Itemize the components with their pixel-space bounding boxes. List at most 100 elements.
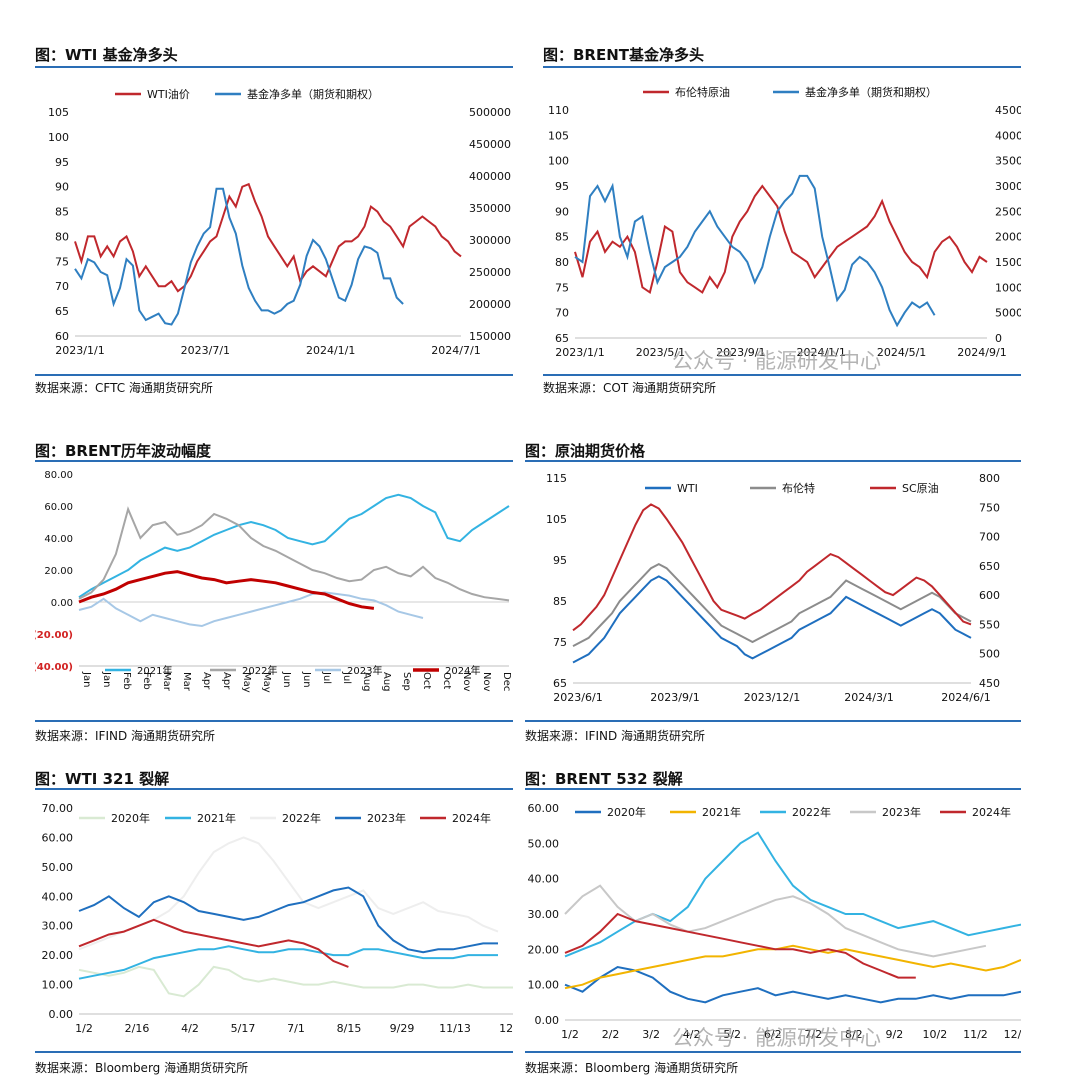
chart-canvas: 70.0060.0050.0040.0030.0020.0010.000.001… bbox=[42, 802, 513, 1035]
x-tick-label: Jan bbox=[101, 671, 112, 687]
source-divider bbox=[35, 1051, 513, 1053]
y-tick-label-left: 50.00 bbox=[528, 837, 560, 850]
chart-title: 图：原油期货价格 bbox=[525, 442, 646, 460]
x-tick-label: Jul bbox=[321, 671, 332, 684]
data-source: 数据来源：COT 海通期货研究所 bbox=[543, 381, 716, 395]
data-source: 数据来源：IFIND 海通期货研究所 bbox=[525, 729, 706, 743]
y-tick-label-left: 85 bbox=[555, 231, 569, 244]
chart-title: 图：WTI 321 裂解 bbox=[35, 770, 170, 788]
y-tick-label-left: 85 bbox=[553, 595, 567, 608]
legend-label: 2023年 bbox=[882, 805, 921, 819]
x-tick-label: Jul bbox=[341, 671, 352, 684]
chart-title: 图：BRENT 532 裂解 bbox=[525, 770, 683, 788]
legend-label: 2023年 bbox=[347, 664, 382, 677]
x-tick-label: Oct bbox=[441, 672, 452, 689]
y-tick-label-right: 300000 bbox=[469, 234, 511, 247]
x-tick-label: 7/2 bbox=[804, 1028, 822, 1041]
y-tick-label-left: 95 bbox=[555, 180, 569, 193]
watermark-bottom: 公众号 · 能源研发中心 bbox=[672, 1026, 882, 1050]
series-line-4 bbox=[564, 912, 916, 979]
x-tick-label: Nov bbox=[461, 672, 472, 692]
y-tick-label-right: 400000 bbox=[469, 170, 511, 183]
x-tick-label: Jun bbox=[301, 671, 312, 688]
y-tick-label-left: 115 bbox=[546, 472, 567, 485]
x-tick-label: 2024/1/1 bbox=[306, 344, 355, 357]
legend-label: 布伦特原油 bbox=[675, 85, 730, 99]
y-tick-label-left: 95 bbox=[55, 156, 69, 169]
legend-label: WTI bbox=[677, 482, 698, 495]
y-tick-label-left: 75 bbox=[553, 636, 567, 649]
y-tick-label-left: 80 bbox=[55, 230, 69, 243]
legend-label: 基金净多单（期货和期权） bbox=[805, 85, 937, 99]
series-line-2 bbox=[78, 591, 424, 628]
y-tick-label-left: 100 bbox=[48, 131, 69, 144]
y-tick-label-right: 400000 bbox=[995, 129, 1021, 142]
y-tick-label-right: 200000 bbox=[995, 231, 1021, 244]
y-tick-label-left: 75 bbox=[55, 255, 69, 268]
y-tick-label-left: 85 bbox=[55, 206, 69, 219]
legend-label: 2022年 bbox=[242, 664, 277, 677]
y-tick-label-left: 90 bbox=[555, 205, 569, 218]
x-tick-label: 2023/6/1 bbox=[553, 691, 602, 704]
chart-title: 图：BRENT基金净多头 bbox=[543, 46, 705, 64]
y-tick-label-left: 105 bbox=[546, 513, 567, 526]
series-line-3 bbox=[78, 570, 375, 610]
series-line-0 bbox=[574, 184, 988, 295]
legend-label: 2024年 bbox=[452, 811, 491, 825]
x-tick-label: 6/2 bbox=[764, 1028, 782, 1041]
x-tick-label: Nov bbox=[481, 672, 492, 692]
title-underline bbox=[525, 788, 1021, 790]
legend-label: 2021年 bbox=[197, 811, 236, 825]
y-tick-label-left: 75 bbox=[555, 281, 569, 294]
series-line-1 bbox=[78, 506, 510, 602]
chart-canvas: 105 100 95 90 85 80 75 70 65 60 500000 450000 400000… bbox=[48, 87, 511, 357]
y-tick-label-right: 450000 bbox=[469, 138, 511, 151]
series-line-3 bbox=[78, 886, 498, 954]
legend-label: SC原油 bbox=[902, 481, 939, 495]
y-tick-label-left: 0.00 bbox=[49, 1008, 74, 1021]
y-tick-label-right: 500 bbox=[979, 648, 1000, 661]
chart-canvas: 60.00 50.00 40.00 30.00 20.00 10.00 0.001/2 2/2… bbox=[528, 802, 1021, 1041]
data-source: 数据来源：CFTC 海通期货研究所 bbox=[35, 381, 213, 395]
y-tick-label-left: 70 bbox=[55, 280, 69, 293]
legend-label: WTI油价 bbox=[147, 87, 190, 101]
y-tick-label-left: 80.00 bbox=[44, 470, 73, 481]
y-tick-label-left: 40.00 bbox=[44, 534, 73, 545]
x-tick-label: 11/2 bbox=[963, 1028, 988, 1041]
y-tick-label-left: 20.00 bbox=[42, 949, 74, 962]
x-tick-label: Dec bbox=[501, 672, 512, 691]
series-line-1 bbox=[574, 174, 936, 328]
series-line-0 bbox=[78, 965, 513, 998]
series-line-2 bbox=[78, 836, 499, 951]
data-source: 数据来源：Bloomberg 海通期货研究所 bbox=[525, 1061, 739, 1075]
y-tick-label-right: 650 bbox=[979, 560, 1000, 573]
series-line-0 bbox=[572, 575, 972, 664]
y-tick-label-left: 100 bbox=[548, 155, 569, 168]
chart-panel-brent-crack: 图：BRENT 532 裂解 60.00 50.00 40.00 30.00 20.00… bbox=[525, 768, 1021, 1083]
x-tick-label: Mar bbox=[181, 672, 192, 692]
legend-label: 2024年 bbox=[445, 664, 480, 677]
y-tick-label-left: 95 bbox=[553, 554, 567, 567]
source-divider bbox=[543, 374, 1021, 376]
source-divider bbox=[525, 1051, 1021, 1053]
y-tick-label-left: 65 bbox=[553, 677, 567, 690]
legend-label: 2022年 bbox=[282, 811, 321, 825]
y-tick-label-left: 0.00 bbox=[535, 1014, 560, 1027]
y-tick-label-right: 550 bbox=[979, 618, 1000, 631]
x-tick-label: Sep bbox=[401, 672, 412, 691]
y-tick-label-left: 20.00 bbox=[44, 566, 73, 577]
chart-panel-wti-net-long: 图：WTI 基金净多头 105 100 95 90 85 80 75 70 65 60 500000… bbox=[35, 44, 513, 399]
x-tick-label: Jan bbox=[81, 671, 92, 687]
data-source: 数据来源：Bloomberg 海通期货研究所 bbox=[35, 1061, 249, 1075]
y-tick-label-left: 30.00 bbox=[528, 908, 560, 921]
y-tick-label-right: 0 bbox=[995, 332, 1002, 345]
chart-panel-wti-crack: 图：WTI 321 裂解 70.00 60.00 50.00 40.00 30.00 20… bbox=[35, 768, 513, 1083]
x-tick-label: 4/2 bbox=[181, 1022, 199, 1035]
y-tick-label-right: 100000 bbox=[995, 281, 1021, 294]
x-tick-label: Apr bbox=[201, 672, 212, 690]
chart-canvas: 1151059585756580075070065060055050045020… bbox=[546, 472, 1000, 704]
series-line-4 bbox=[78, 918, 349, 968]
x-tick-label: 10/2 bbox=[923, 1028, 948, 1041]
series-line-2 bbox=[564, 831, 1021, 958]
x-tick-label: 2024/9/1 bbox=[957, 346, 1006, 359]
